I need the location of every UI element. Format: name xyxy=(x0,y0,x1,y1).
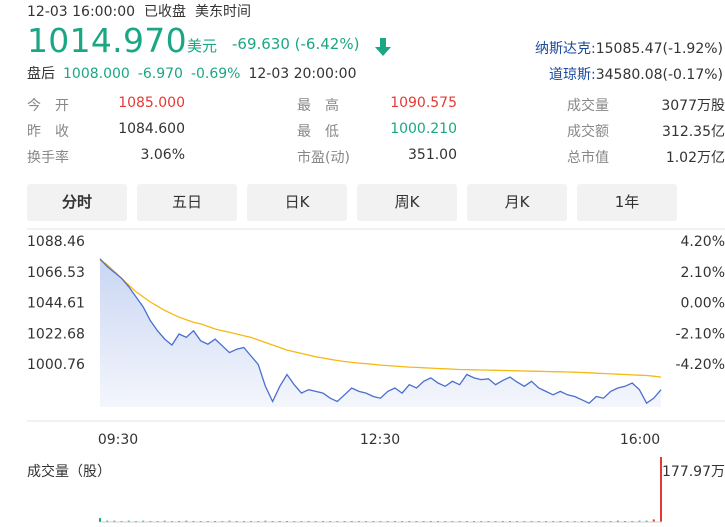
stat-value: 1000.210 xyxy=(390,121,457,137)
stat-value: 3.06% xyxy=(140,147,185,163)
stat-value: 1084.600 xyxy=(118,121,185,137)
tab-period[interactable]: 分时 xyxy=(27,184,127,221)
price-area xyxy=(100,258,661,407)
stat-value: 1.02万亿 xyxy=(665,150,725,166)
stat-label: 最 低 xyxy=(297,124,339,140)
volume-bar xyxy=(660,457,662,522)
index-dow[interactable]: 道琼斯:34580.08(-0.17%) xyxy=(549,64,723,84)
stat-label: 最 高 xyxy=(297,98,339,114)
y-tick-left: 1000.76 xyxy=(27,357,85,373)
volume-bar xyxy=(99,518,101,522)
stat-value: 312.35亿 xyxy=(662,124,725,140)
after-hours-time: 12-03 20:00:00 xyxy=(248,66,357,82)
index-name: 纳斯达克: xyxy=(535,41,596,57)
stat-label: 市盈(动) xyxy=(297,150,350,166)
volume-bar xyxy=(645,520,648,522)
volume-bar xyxy=(638,520,641,522)
y-tick-left: 1066.53 xyxy=(27,265,85,281)
stat-label: 昨 收 xyxy=(27,124,69,140)
after-hours-change: -6.970 xyxy=(137,66,183,82)
price-change: -69.630 (-6.42%) xyxy=(232,35,360,53)
stat-label: 成交额 xyxy=(567,124,609,140)
timezone-label: 美东时间 xyxy=(195,4,252,20)
stat-value: 3077万股 xyxy=(661,98,725,114)
volume-bar xyxy=(616,520,619,522)
stat-label: 成交量 xyxy=(567,98,609,114)
stat-value: 1090.575 xyxy=(390,95,457,111)
arrow-down-icon xyxy=(375,38,391,56)
volume-bar xyxy=(127,520,130,522)
price-currency: 美元 xyxy=(187,37,218,55)
tab-period[interactable]: 周K xyxy=(357,184,457,221)
stat-label: 换手率 xyxy=(27,150,69,166)
x-tick: 16:00 xyxy=(620,432,660,448)
after-hours-label: 盘后 xyxy=(27,66,55,82)
x-tick: 12:30 xyxy=(360,432,400,448)
volume-bar xyxy=(113,520,116,522)
y-tick-right: 2.10% xyxy=(681,265,725,281)
y-tick-right: -2.10% xyxy=(675,326,725,342)
x-tick: 09:30 xyxy=(98,432,138,448)
after-hours-price: 1008.000 xyxy=(63,66,130,82)
quote-header: 12-03 16:00:00 已收盘 美东时间 xyxy=(27,1,260,21)
index-nasdaq[interactable]: 纳斯达克:15085.47(-1.92%) xyxy=(535,38,723,58)
tab-period[interactable]: 月K xyxy=(467,184,567,221)
index-value: 15085.47(-1.92%) xyxy=(595,41,723,57)
stat-value: 1085.000 xyxy=(118,95,185,111)
y-tick-left: 1088.46 xyxy=(27,234,85,250)
volume-bar xyxy=(264,520,267,522)
after-hours-change-pct: -0.69% xyxy=(190,66,241,82)
volume-bar xyxy=(142,520,145,522)
volume-bar xyxy=(106,520,109,522)
volume-title: 成交量（股） xyxy=(27,464,111,480)
y-tick-right: -4.20% xyxy=(675,357,725,373)
after-hours-row: 盘后 1008.000 -6.970 -0.69% 12-03 20:00:00 xyxy=(27,63,357,83)
volume-bar xyxy=(228,520,231,522)
y-tick-left: 1044.61 xyxy=(27,296,85,312)
index-name: 道琼斯: xyxy=(549,67,596,83)
y-tick-right: 4.20% xyxy=(681,234,725,250)
volume-bar xyxy=(163,520,166,522)
index-value: 34580.08(-0.17%) xyxy=(595,67,723,83)
market-status: 已收盘 xyxy=(144,4,187,20)
quote-datetime: 12-03 16:00:00 xyxy=(27,4,136,20)
volume-bar xyxy=(185,520,188,522)
average-line xyxy=(99,259,662,378)
y-tick-left: 1022.68 xyxy=(27,326,85,342)
tab-period[interactable]: 日K xyxy=(247,184,347,221)
volume-bar xyxy=(652,519,655,522)
last-price: 1014.970 xyxy=(27,21,187,60)
stat-label: 总市值 xyxy=(567,150,609,166)
stat-label: 今 开 xyxy=(27,98,69,114)
price-line xyxy=(99,258,662,405)
tab-period[interactable]: 1年 xyxy=(577,184,677,221)
stat-value: 351.00 xyxy=(408,147,457,163)
y-tick-right: 0.00% xyxy=(681,296,725,312)
tab-period[interactable]: 五日 xyxy=(137,184,237,221)
volume-max-label: 177.97万 xyxy=(662,464,725,480)
